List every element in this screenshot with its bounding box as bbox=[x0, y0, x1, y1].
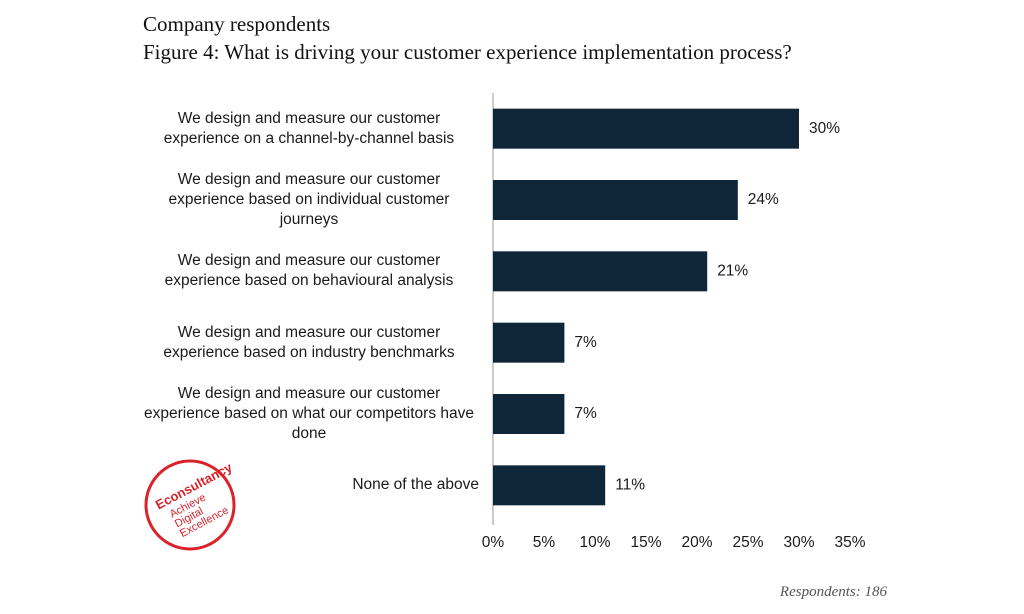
y-tick-label: We design and measure our customer exper… bbox=[163, 109, 455, 147]
logo-ring bbox=[144, 459, 236, 551]
category-label-box: We design and measure our customer exper… bbox=[139, 170, 479, 230]
category-label-box: We design and measure our customer exper… bbox=[139, 251, 479, 291]
subtitle: Company respondents bbox=[143, 12, 331, 36]
bar bbox=[493, 251, 708, 292]
bar bbox=[493, 322, 565, 363]
bar bbox=[493, 465, 606, 506]
y-tick-label: None of the above bbox=[352, 476, 479, 494]
x-tick-label: 25% bbox=[732, 534, 763, 551]
category-label-box: None of the above bbox=[139, 475, 479, 495]
x-tick-label: 20% bbox=[681, 534, 712, 551]
value-label: 7% bbox=[574, 334, 597, 351]
x-tick-label: 35% bbox=[834, 534, 865, 551]
chart-title: Figure 4: What is driving your customer … bbox=[143, 40, 792, 64]
category-label-box: We design and measure our customer exper… bbox=[139, 323, 479, 363]
note: Respondents: 186 bbox=[779, 584, 887, 600]
value-label: 24% bbox=[748, 191, 779, 208]
y-tick-label: We design and measure our customer exper… bbox=[164, 252, 454, 290]
value-label: 7% bbox=[574, 405, 597, 422]
bar bbox=[493, 394, 565, 434]
x-tick-label: 15% bbox=[630, 534, 661, 551]
y-tick-label: We design and measure our customer exper… bbox=[143, 385, 474, 442]
value-label: 30% bbox=[809, 120, 840, 137]
value-label: 21% bbox=[717, 262, 748, 279]
category-label-box: We design and measure our customer exper… bbox=[139, 384, 479, 444]
y-tick-label: We design and measure our customer exper… bbox=[163, 323, 455, 361]
x-tick-label: 5% bbox=[533, 534, 556, 551]
x-tick-label: 10% bbox=[579, 534, 610, 551]
category-label-box: We design and measure our customer exper… bbox=[139, 109, 479, 149]
y-tick-label: We design and measure our customer exper… bbox=[168, 171, 450, 228]
x-tick-label: 30% bbox=[783, 534, 814, 551]
x-tick-label: 0% bbox=[482, 534, 505, 551]
bar bbox=[493, 108, 799, 149]
value-label: 11% bbox=[615, 476, 645, 493]
logo: Econsultancy Achieve Digital Excellence bbox=[144, 459, 236, 551]
bar bbox=[493, 180, 738, 220]
